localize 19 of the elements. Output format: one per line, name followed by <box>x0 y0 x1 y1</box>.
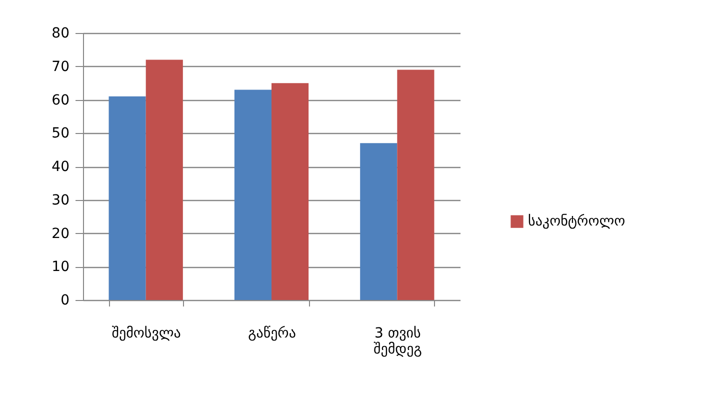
y-tick-label: 40 <box>52 159 70 175</box>
bar <box>108 96 146 300</box>
bar <box>397 70 434 300</box>
x-tick-label: გაწერა <box>248 326 296 342</box>
y-tick-label: 70 <box>52 58 70 75</box>
bar <box>146 60 183 300</box>
y-tick-label: 50 <box>52 126 70 142</box>
x-tick-label: 3 თვის შემდეგ <box>373 326 422 358</box>
bar <box>360 143 398 300</box>
y-tick-label: 80 <box>52 26 70 42</box>
bar <box>234 90 272 300</box>
bar <box>272 83 309 300</box>
y-tick-label: 60 <box>52 92 70 108</box>
y-tick-label: 20 <box>52 226 70 242</box>
legend-label: საკონტროლო <box>528 214 626 230</box>
y-tick-label: 0 <box>60 292 70 308</box>
y-tick-label: 30 <box>52 192 70 208</box>
y-tick-label: 10 <box>52 259 70 276</box>
x-tick-label: შემოსვლა <box>112 326 181 342</box>
